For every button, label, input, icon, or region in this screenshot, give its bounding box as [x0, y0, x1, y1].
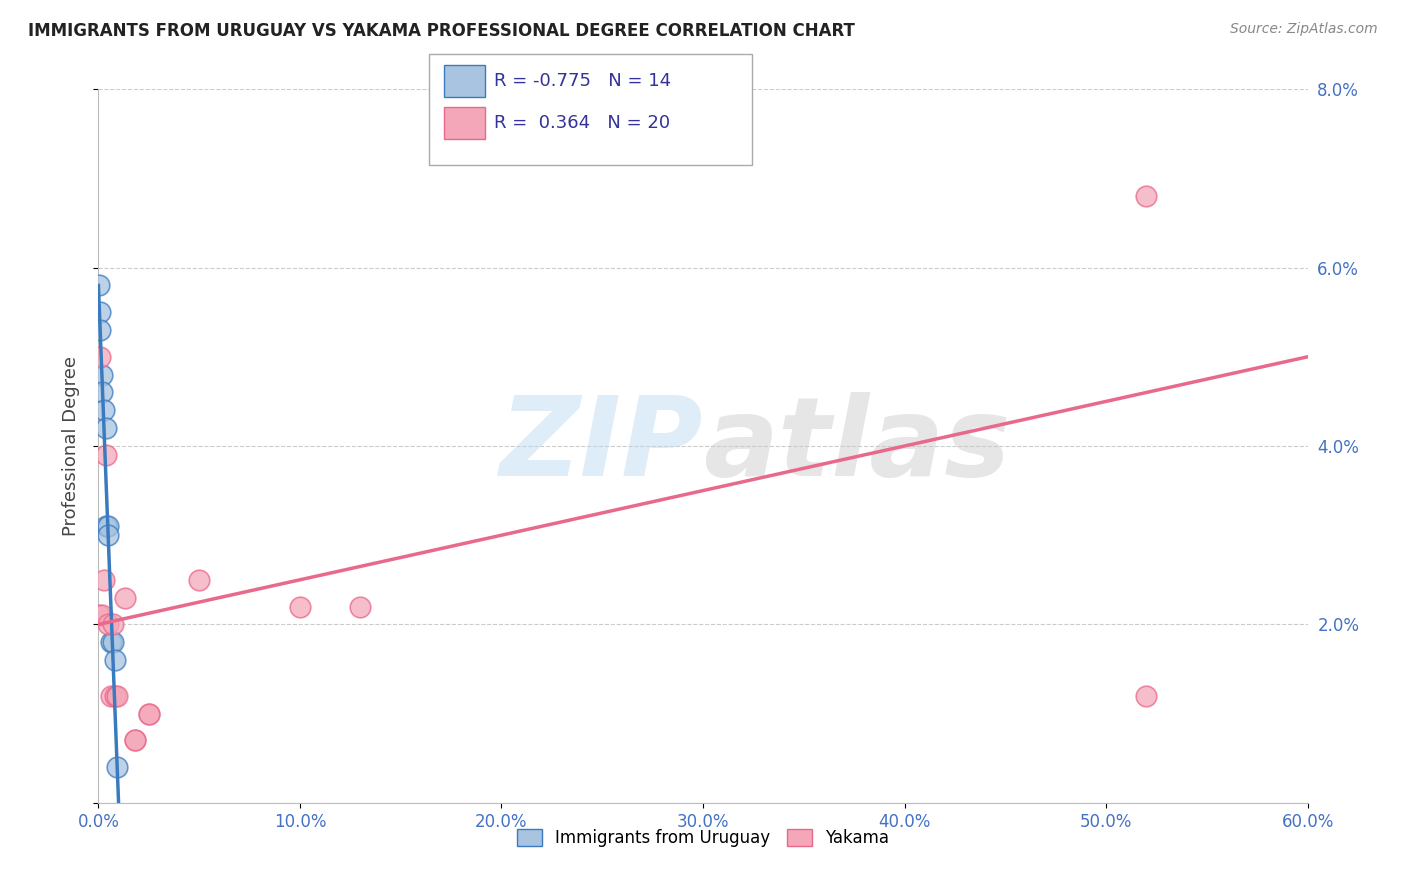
Point [101, 635, 124, 649]
Point [93, 573, 115, 587]
Point [91, 385, 114, 400]
Text: atlas: atlas [703, 392, 1011, 500]
Point [96, 421, 118, 435]
Text: ZIP: ZIP [499, 392, 703, 500]
Point [288, 599, 311, 614]
Point [103, 653, 125, 667]
Point [89, 350, 111, 364]
Point [100, 689, 122, 703]
Point [105, 760, 128, 774]
Point [91, 368, 114, 382]
Text: Source: ZipAtlas.com: Source: ZipAtlas.com [1230, 22, 1378, 37]
Point [97, 617, 120, 632]
Point [105, 689, 128, 703]
Point [349, 599, 371, 614]
Point [93, 403, 115, 417]
Text: R =  0.364   N = 20: R = 0.364 N = 20 [494, 114, 669, 132]
Point [96, 519, 118, 533]
Point [138, 706, 160, 721]
Legend: Immigrants from Uruguay, Yakama: Immigrants from Uruguay, Yakama [509, 821, 897, 855]
Point [89, 305, 111, 319]
Point [100, 635, 122, 649]
Point [1135, 689, 1157, 703]
Point [188, 573, 211, 587]
Point [89, 323, 111, 337]
Point [1135, 189, 1157, 203]
Point [103, 689, 125, 703]
Point [124, 733, 146, 747]
Point [124, 733, 146, 747]
Text: IMMIGRANTS FROM URUGUAY VS YAKAMA PROFESSIONAL DEGREE CORRELATION CHART: IMMIGRANTS FROM URUGUAY VS YAKAMA PROFES… [28, 22, 855, 40]
Y-axis label: Professional Degree: Professional Degree [62, 356, 80, 536]
Point [89, 608, 111, 623]
Point [89, 278, 111, 293]
Point [114, 591, 136, 605]
Text: R = -0.775   N = 14: R = -0.775 N = 14 [494, 72, 671, 90]
Point [96, 448, 118, 462]
Point [97, 528, 120, 542]
Point [138, 706, 160, 721]
Point [97, 519, 120, 533]
Point [101, 617, 124, 632]
Point [91, 608, 114, 623]
